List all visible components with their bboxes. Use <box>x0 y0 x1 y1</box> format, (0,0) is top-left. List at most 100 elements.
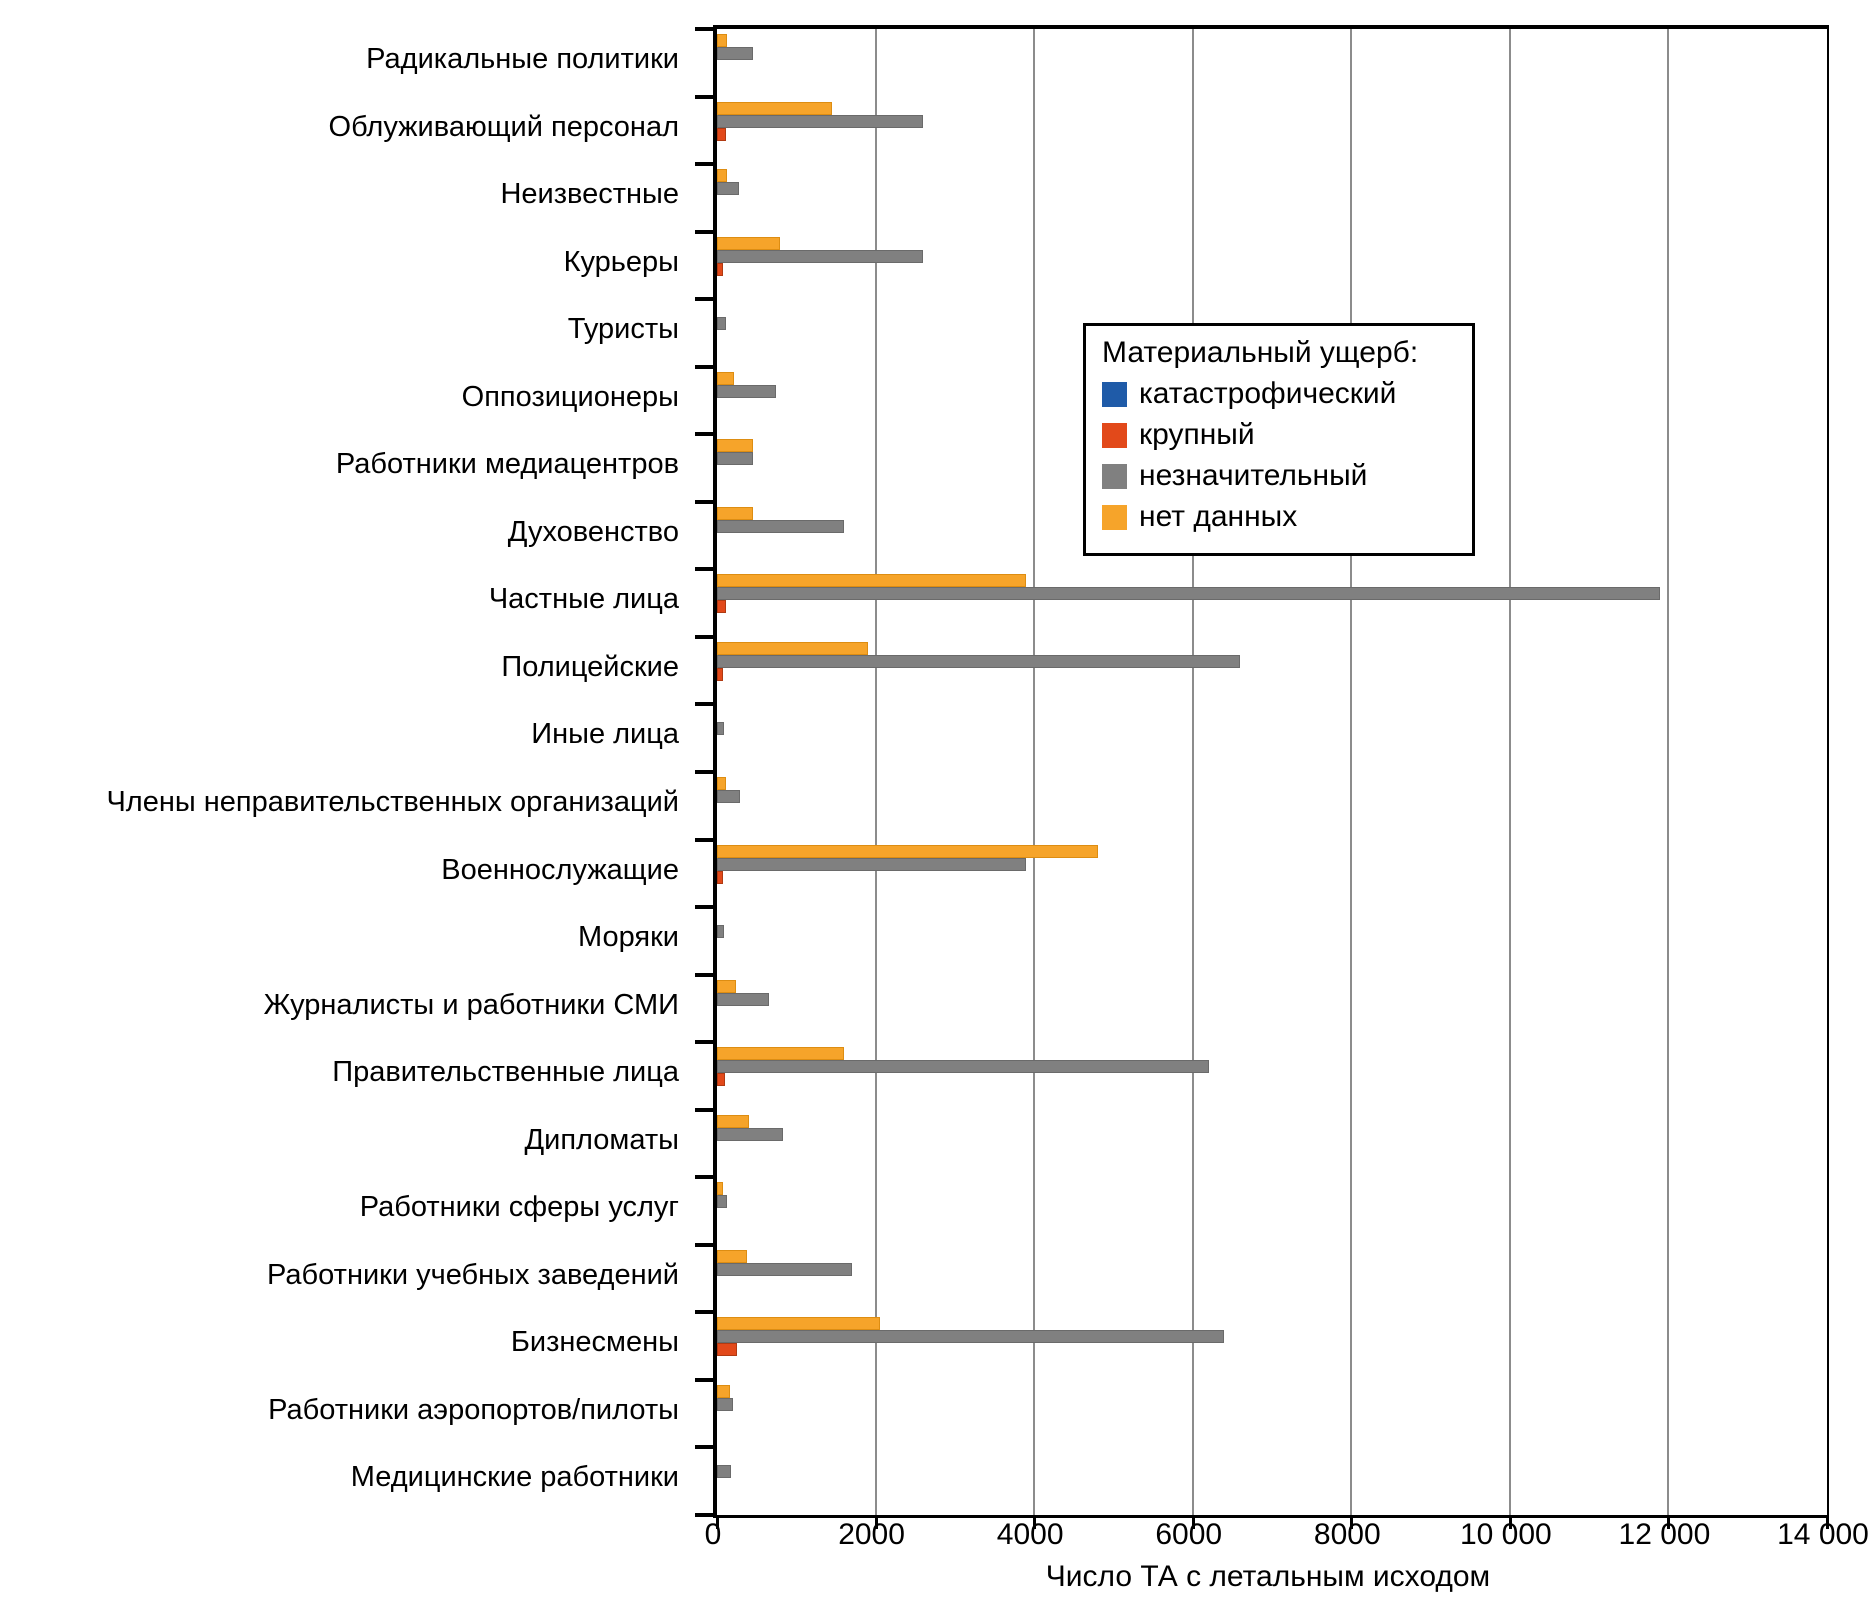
y-axis-tick <box>695 1108 713 1112</box>
bar-нет данных <box>717 507 753 520</box>
x-axis-tick-label: 2000 <box>838 1518 905 1551</box>
y-axis-label: Духовенство <box>507 515 679 548</box>
bar-незначительный <box>717 1330 1224 1343</box>
bar-нет данных <box>717 1182 723 1195</box>
bar-незначительный <box>717 1398 733 1411</box>
bar-незначительный <box>717 790 740 803</box>
bar-нет данных <box>717 1250 747 1263</box>
bar-крупный <box>717 600 726 613</box>
gridline-x-10000 <box>1508 29 1511 1515</box>
x-axis-tick-label: 8000 <box>1313 1518 1381 1551</box>
legend-swatch-нет данных <box>1102 504 1127 530</box>
x-axis-tick-label: 10 000 <box>1459 1518 1552 1551</box>
bar-нет данных <box>717 1047 844 1060</box>
legend-item: катастрофический <box>1102 377 1456 411</box>
bar-крупный <box>717 871 723 884</box>
bar-незначительный <box>717 587 1660 600</box>
bar-незначительный <box>717 993 769 1006</box>
y-axis-label: Дипломаты <box>524 1123 679 1156</box>
bar-незначительный <box>717 858 1026 871</box>
bar-незначительный <box>717 452 753 465</box>
y-axis-label: Частные лица <box>488 582 679 615</box>
bar-нет данных <box>717 980 736 993</box>
bar-незначительный <box>717 1128 783 1141</box>
bar-незначительный <box>717 115 923 128</box>
x-axis-tick <box>716 1518 719 1529</box>
bar-нет данных <box>717 102 832 115</box>
bar-крупный <box>717 1073 725 1086</box>
legend-box: Материальный ущерб: катастрофический круп… <box>1083 323 1475 556</box>
legend-item: незначительный <box>1102 459 1456 493</box>
y-axis-label: Военнослужащие <box>441 853 679 886</box>
y-axis-tick <box>695 1513 713 1517</box>
y-axis-label: Работники аэропортов/пилоты <box>268 1393 679 1426</box>
y-axis-tick <box>695 702 713 706</box>
gridline-x-12000 <box>1667 29 1670 1515</box>
bar-нет данных <box>717 1317 880 1330</box>
legend-label: крупный <box>1139 418 1255 451</box>
bar-крупный <box>717 1343 737 1356</box>
bar-незначительный <box>717 1263 852 1276</box>
legend-item: крупный <box>1102 418 1456 452</box>
y-axis-tick <box>695 635 713 639</box>
legend-title: Материальный ущерб: <box>1102 336 1419 369</box>
y-axis-label: Члены неправительственных организаций <box>106 785 679 818</box>
bar-незначительный <box>717 925 724 938</box>
y-axis-label: Радикальные политики <box>366 42 679 75</box>
y-axis-label: Полицейские <box>501 650 679 683</box>
x-axis-tick <box>1826 1518 1829 1529</box>
x-axis-tick-label: 12 000 <box>1618 1518 1711 1551</box>
y-axis-tick <box>695 1175 713 1179</box>
bar-нет данных <box>717 237 780 250</box>
bar-нет данных <box>717 1385 730 1398</box>
gridline-x-6000 <box>1191 29 1194 1515</box>
y-axis-label: Курьеры <box>563 245 679 278</box>
bar-незначительный <box>717 47 753 60</box>
x-axis-tick <box>1667 1518 1671 1529</box>
y-axis-tick <box>695 365 713 369</box>
bar-крупный <box>717 128 726 141</box>
x-axis-tick-label: 6000 <box>1155 1518 1223 1551</box>
bar-незначительный <box>717 655 1240 668</box>
bar-нет данных <box>717 777 726 790</box>
y-axis-tick <box>695 162 713 166</box>
bar-нет данных <box>717 34 727 47</box>
bar-нет данных <box>717 642 868 655</box>
y-axis-tick <box>695 1243 713 1247</box>
y-axis-tick <box>695 838 713 842</box>
y-axis-tick <box>695 1445 713 1449</box>
y-axis-label: Правительственные лица <box>332 1055 679 1088</box>
y-axis-label: Работники сферы услуг <box>359 1190 679 1223</box>
bar-нет данных <box>717 1115 749 1128</box>
bar-незначительный <box>717 722 724 735</box>
bar-нет данных <box>717 845 1098 858</box>
legend-item: нет данных <box>1102 500 1456 534</box>
legend-swatch-крупный <box>1102 422 1127 448</box>
y-axis-label: Журналисты и работники СМИ <box>263 988 679 1021</box>
legend-label: нет данных <box>1139 500 1298 533</box>
x-axis-tick <box>1191 1518 1195 1529</box>
y-axis-tick <box>695 1310 713 1314</box>
y-axis-label: Неизвестные <box>500 177 679 210</box>
y-axis-tick <box>695 1378 713 1382</box>
y-axis-label: Облуживающий персонал <box>328 110 679 143</box>
bar-незначительный <box>717 385 776 398</box>
bar-незначительный <box>717 1465 731 1478</box>
y-axis-label: Медицинские работники <box>350 1460 679 1493</box>
bar-незначительный <box>717 1195 727 1208</box>
y-axis-tick <box>695 500 713 504</box>
x-axis-tick-label: 0 <box>704 1518 722 1551</box>
legend-items: катастрофический крупный незначительный нет… <box>1102 377 1456 534</box>
y-axis-tick <box>695 95 713 99</box>
bar-незначительный <box>717 1060 1209 1073</box>
y-axis-tick <box>695 27 713 31</box>
bar-нет данных <box>717 372 734 385</box>
legend-swatch-катастрофический <box>1102 381 1127 407</box>
y-axis-label: Моряки <box>577 920 679 953</box>
legend-label: катастрофический <box>1139 377 1397 410</box>
y-axis-label: Работники учебных заведений <box>267 1258 679 1291</box>
y-axis-label: Бизнесмены <box>510 1325 679 1358</box>
x-axis-tick <box>874 1518 878 1529</box>
y-axis-tick <box>695 567 713 571</box>
